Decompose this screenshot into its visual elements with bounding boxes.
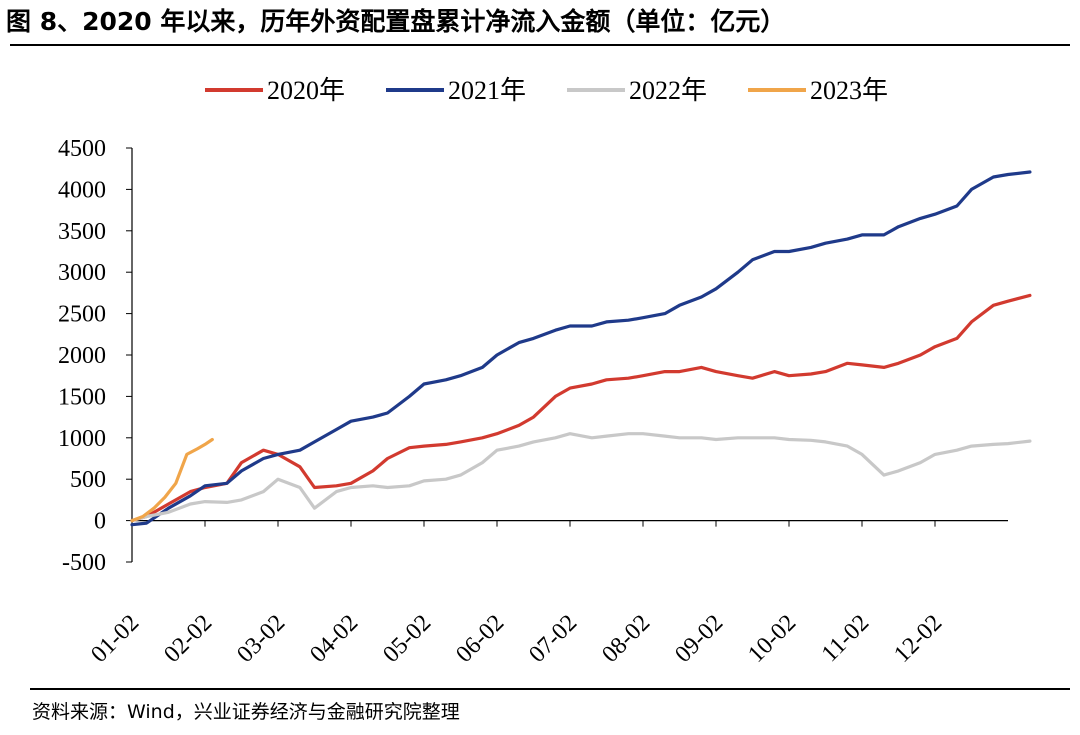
y-tick-label: 1500 xyxy=(58,384,106,410)
x-tick-label: 07-02 xyxy=(524,610,582,668)
x-tick-label: 05-02 xyxy=(378,610,436,668)
legend-label: 2023年 xyxy=(810,76,888,105)
series-line-2023年 xyxy=(130,437,214,523)
x-tick-label: 10-02 xyxy=(743,610,801,668)
y-tick-label: -500 xyxy=(62,550,106,576)
x-tick-label: 04-02 xyxy=(305,610,363,668)
y-tick-label: 500 xyxy=(70,467,106,493)
y-tick-label: 2000 xyxy=(58,343,106,369)
bottom-rule xyxy=(30,688,1070,690)
y-tick-label: 4000 xyxy=(58,177,106,203)
top-rule xyxy=(10,44,1070,46)
x-tick-label: 08-02 xyxy=(597,610,655,668)
series-line-2020年 xyxy=(130,293,1032,523)
x-tick-label: 12-02 xyxy=(889,610,947,668)
x-tick-label: 02-02 xyxy=(159,610,217,668)
line-chart: 4500 4000 3500 3000 2500 2000 1500 1000 500 0 -500… xyxy=(58,76,1032,668)
series-line-2022年 xyxy=(130,432,1032,523)
x-tick-label: 03-02 xyxy=(232,610,290,668)
chart-title: 图 8、2020 年以来，历年外资配置盘累计净流入金额（单位：亿元） xyxy=(6,7,786,36)
y-tick-label: 3500 xyxy=(58,219,106,245)
legend-label: 2021年 xyxy=(448,76,526,105)
y-tick-label: 1000 xyxy=(58,426,106,452)
x-tick-label: 06-02 xyxy=(451,610,509,668)
x-tick-label: 09-02 xyxy=(670,610,728,668)
x-tick-label: 01-02 xyxy=(86,610,144,668)
x-tick-label: 11-02 xyxy=(817,610,874,667)
y-tick-label: 3000 xyxy=(58,260,106,286)
legend-label: 2020年 xyxy=(267,76,345,105)
y-tick-label: 4500 xyxy=(58,136,106,162)
source-note: 资料来源：Wind，兴业证券经济与金融研究院整理 xyxy=(32,701,460,723)
legend-label: 2022年 xyxy=(629,76,707,105)
y-tick-label: 0 xyxy=(94,509,106,535)
y-tick-label: 2500 xyxy=(58,302,106,328)
series-line-2021年 xyxy=(130,170,1032,527)
